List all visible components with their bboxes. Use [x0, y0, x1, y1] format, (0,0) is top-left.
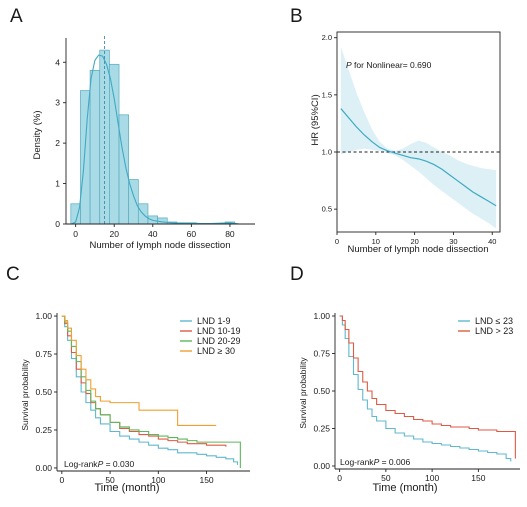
y-tick-label: 1.0 [322, 148, 332, 157]
panel-d-km-plot: 0.00 0.25 0.50 0.75 1.00 0 50 100 150 [313, 311, 520, 483]
panel-b-annotation-text: for Nonlinear= 0.690 [352, 60, 432, 70]
x-tick-label: 0 [59, 475, 64, 485]
hr-curve [340, 108, 497, 207]
panel-c-legend-label-2: LND 10-19 [197, 326, 241, 336]
y-tick-label: 0.25 [35, 425, 52, 435]
x-tick-label: 30 [449, 237, 457, 246]
panel-b-xlabel: Number of lymph node dissection [348, 244, 489, 255]
y-tick-label: 0.50 [35, 387, 52, 397]
panel-d-ylabel: Survival probability [298, 357, 308, 429]
panel-d-series-1-curve [339, 315, 512, 462]
x-tick-label: 0 [337, 473, 342, 483]
x-tick-label: 100 [425, 473, 439, 483]
panel-a-letter: A [10, 6, 23, 27]
x-tick-label: 60 [187, 229, 197, 239]
y-tick-label: 0.75 [35, 349, 52, 359]
histogram-bar [109, 63, 120, 225]
x-tick-label: 150 [471, 473, 485, 483]
panel-d-legend-label-2: LND > 23 [475, 326, 513, 336]
panel-c-series-1-curve [61, 315, 239, 465]
panel-b-annotation-p: P [346, 60, 352, 70]
y-tick-label: 0.50 [313, 386, 330, 396]
y-tick-label: 0 [55, 219, 60, 229]
panel-d-annotation-prefix: Log-rank [340, 457, 374, 467]
y-tick-label: 0.00 [313, 461, 330, 471]
panel-b-ylabel: HR (95%CI) [310, 94, 321, 145]
panel-c-km-plot: 0.00 0.25 0.50 0.75 1.00 0 50 100 150 [35, 311, 250, 485]
panel-d-series-2-curve [339, 315, 516, 459]
panel-c-letter: C [6, 264, 20, 285]
y-tick-label: 4 [55, 57, 60, 67]
panel-d-annotation: Log-rankP = 0.006 [340, 457, 410, 467]
x-tick-label: 10 [372, 237, 380, 246]
x-tick-label: 0 [335, 237, 339, 246]
x-tick-label: 20 [109, 229, 119, 239]
panel-a-xlabel: Number of lymph node dissection [90, 240, 231, 251]
panel-b-annotation: P for Nonlinear= 0.690 [346, 60, 432, 70]
panel-c-xlabel: Time (month) [95, 482, 160, 494]
y-tick-label: 1 [55, 179, 60, 189]
y-tick-label: 2.0 [322, 33, 332, 42]
panel-d-legend: LND ≤ 23 LND > 23 [458, 316, 513, 336]
panel-c-annotation-prefix: Log-rank [64, 459, 98, 469]
panel-d-annotation-value: = 0.006 [379, 457, 410, 467]
panel-d-annotation-p: P [374, 457, 380, 467]
panel-c-annotation-value: = 0.030 [103, 459, 134, 469]
x-tick-label: 50 [105, 475, 115, 485]
x-tick-label: 20 [410, 237, 418, 246]
y-tick-label: 0.00 [35, 463, 52, 473]
panel-c-legend: LND 1-9 LND 10-19 LND 20-29 LND ≥ 30 [180, 316, 241, 356]
x-tick-label: 80 [225, 229, 235, 239]
panel-b-spline-plot: 0.5 1.0 1.5 2.0 0 10 20 30 40 [322, 31, 501, 246]
density-curve [71, 54, 240, 225]
panel-c-legend-label-3: LND 20-29 [197, 336, 241, 346]
panel-c-series-4-curve [61, 315, 217, 426]
y-tick-label: 2 [55, 138, 60, 148]
panel-d-letter: D [290, 264, 304, 285]
panel-c-legend-label-4: LND ≥ 30 [197, 346, 235, 356]
panel-c-annotation-p: P [98, 459, 104, 469]
panel-c-ylabel: Survival probability [20, 359, 30, 431]
panel-b-letter: B [290, 6, 303, 27]
confidence-band [340, 46, 497, 229]
histogram-bar [89, 69, 101, 225]
y-tick-label: 1.00 [313, 311, 330, 321]
y-tick-label: 0.25 [313, 424, 330, 434]
x-tick-label: 0 [73, 229, 78, 239]
panel-d-legend-label-1: LND ≤ 23 [475, 316, 513, 326]
panel-c-legend-label-1: LND 1-9 [197, 316, 231, 326]
y-tick-label: 0.5 [322, 205, 332, 214]
panel-c-annotation: Log-rankP = 0.030 [64, 459, 134, 469]
y-tick-label: 0.75 [313, 349, 330, 359]
histogram-bar [118, 114, 130, 225]
histogram-bar [80, 90, 91, 225]
panel-d-xlabel: Time (month) [373, 482, 438, 494]
x-tick-label: 100 [151, 475, 165, 485]
y-tick-label: 1.5 [322, 90, 332, 99]
y-tick-label: 1.00 [35, 311, 52, 321]
y-tick-label: 3 [55, 98, 60, 108]
x-tick-label: 150 [199, 475, 213, 485]
x-tick-label: 40 [488, 237, 496, 246]
x-tick-label: 40 [148, 229, 158, 239]
panel-a-ylabel: Density (%) [32, 110, 43, 159]
x-tick-label: 50 [381, 473, 391, 483]
